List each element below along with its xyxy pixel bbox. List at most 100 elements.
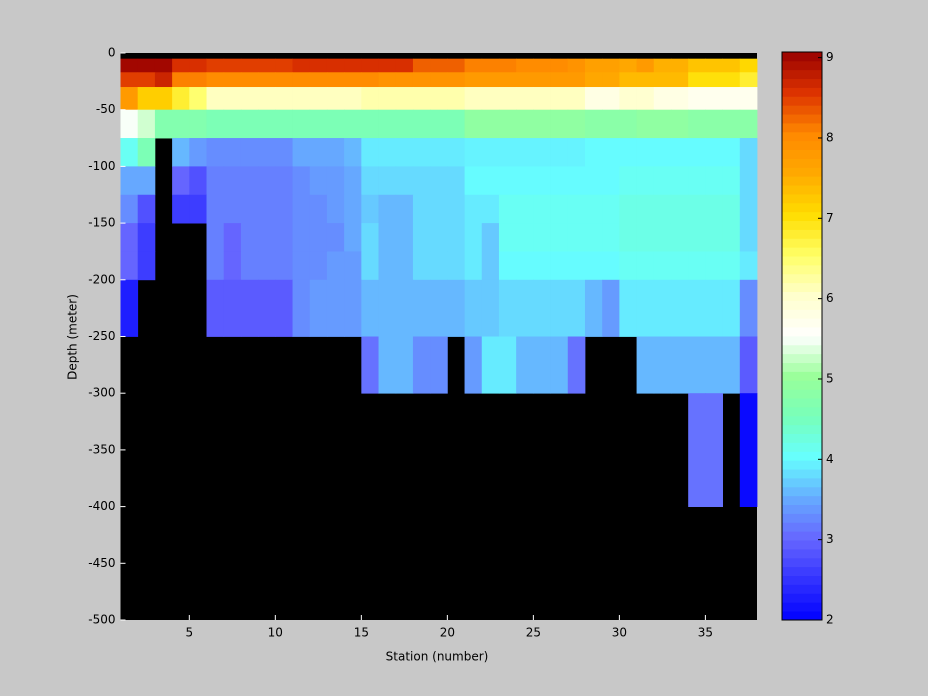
heatmap-cell (481, 109, 500, 139)
heatmap-cell (189, 194, 207, 224)
heatmap-cell (584, 109, 603, 139)
heatmap-cell (550, 194, 569, 224)
heatmap-cell (619, 87, 637, 111)
heatmap-cell (120, 58, 139, 73)
heatmap-cell (705, 166, 723, 196)
heatmap-cell (567, 223, 586, 252)
y-tick-label: -450 (88, 556, 115, 570)
heatmap-cell (688, 393, 706, 507)
colorbar-swatch (782, 123, 822, 133)
colorbar-swatch (782, 549, 822, 559)
heatmap-cell (189, 166, 207, 196)
heatmap-cell (705, 138, 723, 167)
heatmap-cell (447, 166, 465, 196)
heatmap-cell (584, 72, 603, 88)
heatmap-cell (516, 251, 534, 281)
heatmap-cell (189, 87, 207, 111)
colorbar-swatch (782, 185, 822, 195)
heatmap-cell (275, 194, 293, 224)
heatmap-cell (447, 251, 465, 281)
heatmap-cell (137, 166, 156, 196)
heatmap-cell (722, 166, 741, 196)
heatmap-cell (516, 138, 534, 167)
y-tick-label: -50 (96, 102, 116, 116)
colorbar-swatch (782, 602, 822, 612)
heatmap-cell (602, 72, 620, 88)
heatmap-cell (653, 223, 672, 252)
heatmap-cell (258, 279, 276, 337)
heatmap-cell (653, 336, 672, 394)
heatmap-cell (378, 58, 397, 73)
heatmap-cell (670, 87, 689, 111)
colorbar-swatch (782, 149, 822, 159)
x-tick-label: 10 (268, 626, 283, 640)
heatmap-cell (120, 166, 139, 196)
heatmap-cell (240, 109, 259, 139)
colorbar-tick-label: 8 (826, 130, 834, 144)
heatmap-cell (430, 58, 448, 73)
heatmap-cell (223, 251, 242, 281)
colorbar-swatch (782, 238, 822, 248)
x-tick-label: 5 (185, 626, 193, 640)
colorbar-swatch (782, 575, 822, 585)
heatmap-cell (309, 166, 328, 196)
heatmap-cell (516, 194, 534, 224)
colorbar-swatch (782, 513, 822, 523)
heatmap-cell (653, 251, 672, 281)
heatmap-cell (464, 72, 483, 88)
heatmap-cell (619, 279, 637, 337)
heatmap-cell (481, 138, 500, 167)
heatmap-cell (464, 166, 483, 196)
heatmap-cell (567, 279, 586, 337)
heatmap-cell (378, 223, 397, 252)
heatmap-cell (688, 109, 706, 139)
colorbar-swatch (782, 362, 822, 372)
heatmap-cell (498, 279, 517, 337)
heatmap-cell (688, 194, 706, 224)
heatmap-cell (258, 58, 276, 73)
heatmap-cell (584, 138, 603, 167)
heatmap-cell (670, 109, 689, 139)
heatmap-cell (619, 194, 637, 224)
heatmap-cell (722, 336, 741, 394)
heatmap-cell (584, 251, 603, 281)
heatmap-cell (309, 223, 328, 252)
heatmap-cell (567, 166, 586, 196)
heatmap-cell (653, 279, 672, 337)
colorbar-swatch (782, 460, 822, 470)
colorbar-tick-label: 4 (826, 452, 834, 466)
colorbar-swatch (782, 256, 822, 266)
heatmap-cell (189, 58, 207, 73)
heatmap-cell (154, 109, 173, 139)
y-tick-label: -100 (88, 159, 115, 173)
heatmap-cell (670, 251, 689, 281)
heatmap-cell (550, 279, 569, 337)
heatmap-cell (722, 109, 741, 139)
heatmap-cell (395, 336, 414, 394)
heatmap-cell (395, 58, 414, 73)
heatmap-cell (395, 166, 414, 196)
heatmap-cell (206, 279, 225, 337)
heatmap-cell (636, 72, 655, 88)
heatmap-cell (533, 223, 551, 252)
colorbar-swatch (782, 495, 822, 506)
heatmap-cell (498, 223, 517, 252)
colorbar-swatch (782, 282, 822, 293)
heatmap-cell (464, 223, 483, 252)
heatmap-cell (361, 166, 379, 196)
heatmap-cell (602, 194, 620, 224)
heatmap-cell (688, 336, 706, 394)
heatmap-cell (172, 58, 190, 73)
colorbar-swatch (782, 593, 822, 603)
heatmap-cell (361, 87, 379, 111)
heatmap-cell (309, 279, 328, 337)
colorbar-swatch (782, 78, 822, 88)
colorbar-swatch (782, 424, 822, 435)
heatmap-cell (739, 194, 758, 224)
heatmap-cell (137, 251, 156, 281)
heatmap-cell (395, 251, 414, 281)
heatmap-cell (498, 58, 517, 73)
heatmap-cell (223, 194, 242, 224)
colorbar-tick-label: 7 (826, 211, 834, 225)
